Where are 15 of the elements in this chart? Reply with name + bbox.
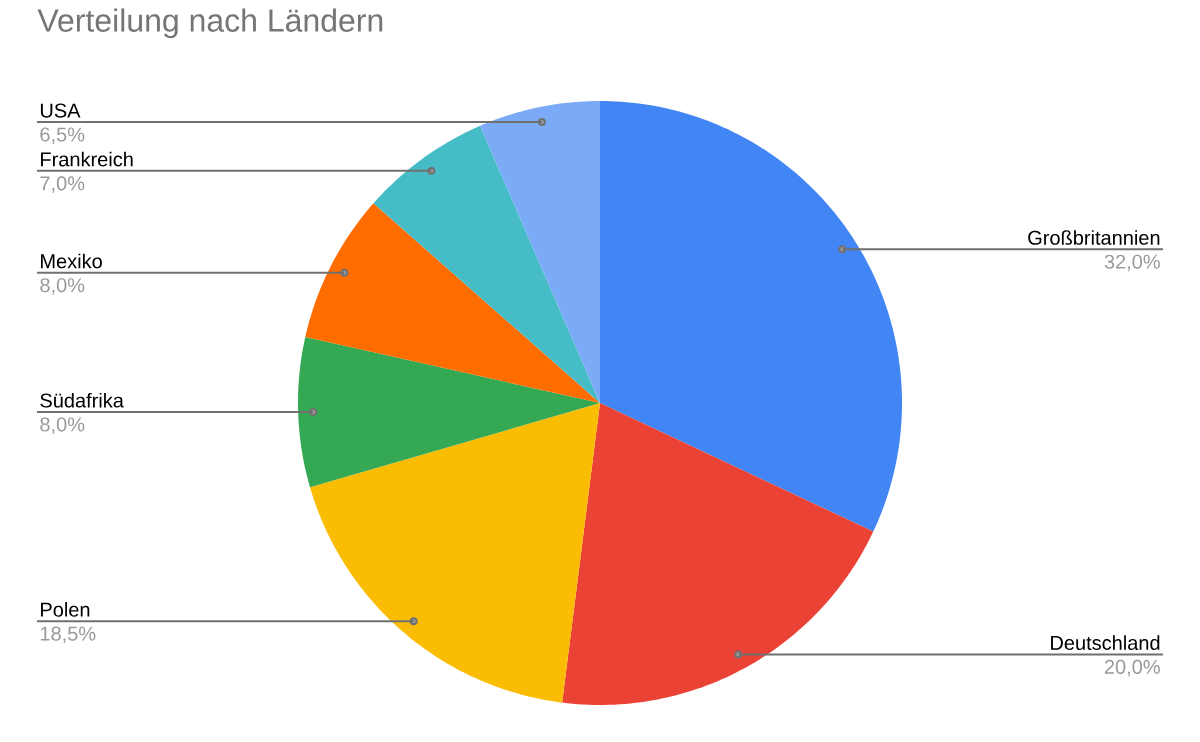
data-label: 20,0%	[1104, 659, 1160, 677]
slice-label: Polen	[41, 602, 90, 617]
slice-label: Mexiko	[41, 253, 102, 269]
slice-label: Frankreich	[41, 151, 133, 167]
slice-label: Südafrika	[40, 392, 124, 408]
slice-label: USA	[40, 103, 81, 118]
data-label: 8,0%	[40, 278, 85, 295]
chart-title: Verteilung nach Ländern	[37, 8, 383, 39]
data-label: 8,0%	[40, 417, 85, 434]
data-label: 32,0%	[1104, 254, 1160, 272]
slice-label: Großbritannien	[1028, 230, 1160, 245]
data-label: 18,5%	[40, 626, 96, 644]
data-label: 7,0%	[40, 176, 85, 193]
slice-label: Deutschland	[1051, 635, 1160, 650]
data-label: 6,5%	[40, 127, 85, 144]
